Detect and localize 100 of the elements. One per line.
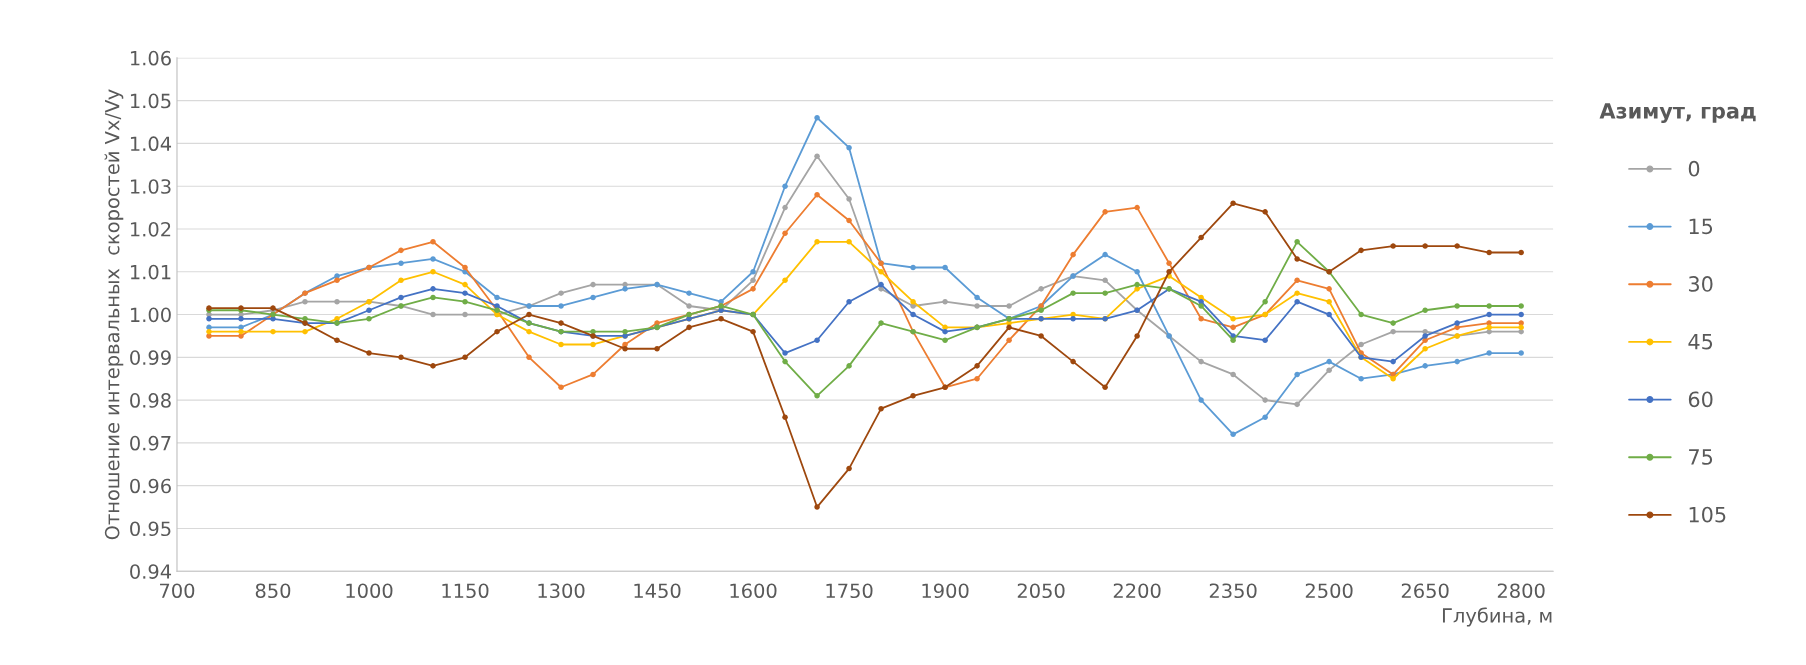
point <box>750 268 756 275</box>
point <box>910 311 916 318</box>
y-tick-label: 0.95 <box>130 521 171 537</box>
point <box>1230 431 1236 438</box>
point <box>1006 324 1012 331</box>
point <box>1518 303 1524 309</box>
point <box>206 328 212 335</box>
point <box>558 384 564 391</box>
point <box>302 328 308 335</box>
legend-label: 15 <box>1689 218 1713 235</box>
point <box>1390 328 1396 335</box>
x-tick-label: 1000 <box>346 583 393 599</box>
y-tick-label: 0.99 <box>130 350 171 365</box>
y-tick-label: 1.06 <box>130 50 171 66</box>
point <box>526 354 532 361</box>
point <box>942 328 948 335</box>
legend-label: 105 <box>1689 506 1726 523</box>
point <box>1422 333 1428 339</box>
x-tick-label: 700 <box>160 583 195 599</box>
point <box>1326 311 1332 318</box>
y-tick-label: 0.96 <box>130 478 171 494</box>
point <box>686 303 692 309</box>
point <box>1390 358 1396 365</box>
point <box>1326 358 1332 365</box>
point <box>750 328 756 335</box>
point <box>974 303 980 309</box>
point <box>1294 290 1300 296</box>
point <box>622 281 628 288</box>
point <box>430 311 436 318</box>
point <box>846 465 852 472</box>
point <box>1102 290 1108 296</box>
point <box>814 337 820 343</box>
point <box>1262 337 1268 343</box>
point <box>1486 303 1492 309</box>
point <box>1454 358 1460 365</box>
point <box>1134 333 1140 339</box>
point <box>846 196 852 202</box>
point <box>910 264 916 271</box>
legend-label: 45 <box>1688 334 1713 350</box>
point <box>1294 401 1300 408</box>
point <box>1070 316 1076 322</box>
x-tick-label: 2350 <box>1209 583 1257 599</box>
legend-label: 30 <box>1688 276 1713 292</box>
point <box>270 328 276 335</box>
point <box>1486 249 1492 256</box>
point <box>430 268 436 275</box>
point <box>1422 363 1428 369</box>
point <box>590 281 596 288</box>
point <box>462 298 468 305</box>
point <box>590 294 596 301</box>
point <box>1070 311 1076 318</box>
point <box>750 286 756 292</box>
point <box>654 320 660 326</box>
point <box>1006 303 1012 309</box>
point <box>366 350 372 356</box>
point <box>814 239 820 245</box>
point <box>494 294 500 301</box>
point <box>814 153 820 160</box>
point <box>622 345 628 352</box>
point <box>430 256 436 262</box>
point <box>782 204 788 211</box>
point <box>1486 324 1492 331</box>
point <box>622 341 628 348</box>
y-tick-label: 1.04 <box>130 136 172 152</box>
point <box>398 260 404 266</box>
point <box>1326 286 1332 292</box>
point <box>1038 333 1044 339</box>
point <box>462 281 468 288</box>
point <box>1486 320 1492 326</box>
y-tick-label: 1.02 <box>130 221 171 237</box>
point <box>462 354 468 361</box>
point <box>366 307 372 314</box>
point <box>1294 371 1300 378</box>
point <box>398 247 404 254</box>
x-tick-label: 850 <box>255 583 291 599</box>
point <box>1230 316 1236 322</box>
point <box>366 316 372 322</box>
point <box>334 273 340 279</box>
point <box>1070 251 1076 258</box>
point <box>974 294 980 301</box>
point <box>334 337 340 343</box>
point <box>1454 303 1460 309</box>
point <box>846 298 852 305</box>
point <box>1422 243 1428 249</box>
point <box>910 303 916 309</box>
point <box>1390 375 1396 382</box>
point <box>1230 371 1236 378</box>
point <box>1198 234 1204 241</box>
point <box>974 375 980 382</box>
point <box>878 268 884 275</box>
point <box>558 303 564 309</box>
point <box>1422 307 1428 314</box>
point <box>814 504 820 510</box>
point <box>814 114 820 121</box>
y-tick-label: 0.94 <box>130 564 172 579</box>
point <box>590 371 596 378</box>
point <box>430 286 436 292</box>
point <box>1230 324 1236 331</box>
point <box>558 320 564 326</box>
point <box>1422 345 1428 352</box>
